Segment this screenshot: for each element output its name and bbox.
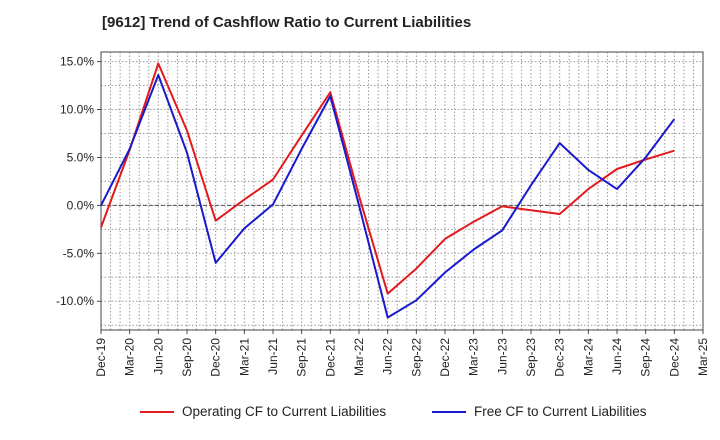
series-line-operating-cf xyxy=(100,62,675,295)
x-tick-label: Mar-25 xyxy=(696,338,710,376)
legend-label-operating-cf: Operating CF to Current Liabilities xyxy=(182,404,387,419)
series-line-free-cf xyxy=(100,74,676,319)
x-tick-label: Sep-24 xyxy=(639,338,653,377)
y-tick-label: 5.0% xyxy=(67,150,95,164)
x-tick-label: Dec-23 xyxy=(553,338,567,377)
x-tick-label: Dec-24 xyxy=(667,338,681,377)
chart-title: [9612] Trend of Cashflow Ratio to Curren… xyxy=(102,14,472,31)
x-tick-label: Jun-20 xyxy=(151,338,165,375)
y-tick-label: -10.0% xyxy=(56,294,94,308)
legend-item-operating-cf: Operating CF to Current Liabilities xyxy=(140,404,386,419)
x-tick-label: Mar-21 xyxy=(237,338,251,376)
y-tick-label: 15.0% xyxy=(60,55,94,69)
x-tick-label: Dec-20 xyxy=(209,338,223,377)
x-tick-label: Dec-22 xyxy=(438,338,452,377)
plot-frame xyxy=(100,51,704,331)
x-tick-label: Jun-21 xyxy=(266,338,280,375)
x-tick-label: Dec-19 xyxy=(94,338,108,377)
y-tick-labels: 15.0% 10.0% 5.0% 0.0% -5.0% -10.0% xyxy=(56,55,94,309)
x-tick-labels: Dec-19 Mar-20 Jun-20 Sep-20 Dec-20 Mar-21 Jun-… xyxy=(94,338,710,377)
axes xyxy=(97,51,704,334)
y-tick-label: -5.0% xyxy=(63,246,95,260)
legend-item-free-cf: Free CF to Current Liabilities xyxy=(432,404,647,419)
x-tick-label: Mar-20 xyxy=(123,338,137,376)
x-tick-label: Jun-24 xyxy=(610,338,624,375)
y-tick-label: 0.0% xyxy=(67,198,95,212)
grid-lines xyxy=(101,52,703,330)
legend-swatch-free-cf xyxy=(432,410,466,413)
x-tick-label: Mar-24 xyxy=(581,338,595,376)
x-tick-label: Mar-23 xyxy=(467,338,481,376)
x-tick-label: Mar-22 xyxy=(352,338,366,376)
y-tick-label: 10.0% xyxy=(60,103,94,117)
x-tick-label: Sep-23 xyxy=(524,338,538,377)
x-tick-label: Sep-20 xyxy=(180,338,194,377)
chart-legend: Operating CF to Current Liabilities Free… xyxy=(0,404,720,426)
x-tick-label: Jun-23 xyxy=(495,338,509,375)
x-tick-label: Sep-21 xyxy=(295,338,309,377)
x-tick-label: Dec-21 xyxy=(323,338,337,377)
x-tick-label: Jun-22 xyxy=(381,338,395,375)
legend-label-free-cf: Free CF to Current Liabilities xyxy=(474,404,647,419)
series-lines xyxy=(100,62,676,319)
x-tick-label: Sep-22 xyxy=(409,338,423,377)
legend-swatch-operating-cf xyxy=(140,410,174,413)
